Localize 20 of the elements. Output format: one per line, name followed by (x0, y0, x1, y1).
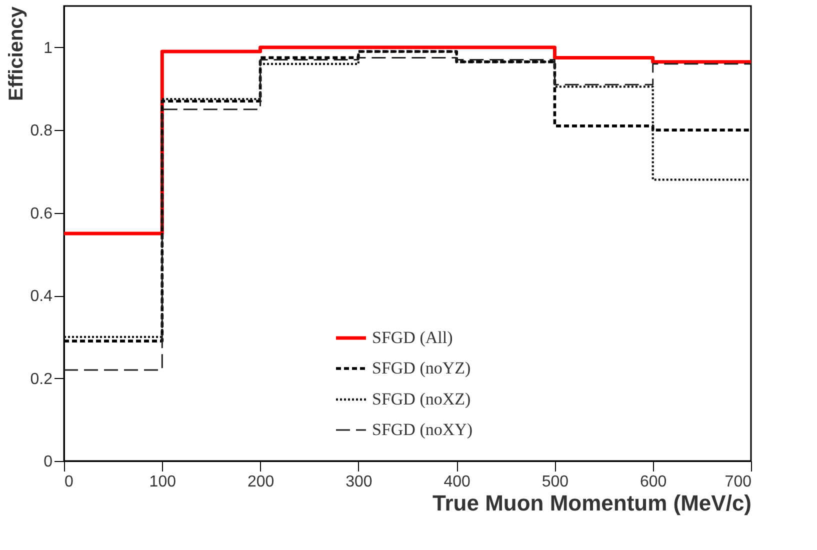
x-tick-label: 300 (346, 474, 372, 490)
y-tick-label: 0.6 (30, 205, 53, 222)
x-tick-label: 400 (444, 474, 471, 490)
legend-label: SFGD (All) (372, 328, 453, 347)
y-tick-label: 0 (44, 454, 53, 470)
legend-label: SFGD (noYZ) (372, 358, 471, 378)
x-tick-label: 500 (542, 474, 569, 490)
y-tick-label: 0.8 (30, 122, 53, 140)
x-tick-label: 600 (640, 474, 667, 490)
legend-label: SFGD (noXZ) (372, 390, 471, 408)
x-tick-label: 0 (64, 474, 74, 490)
x-axis-title: True Muon Momentum (MeV/c) (432, 490, 752, 516)
x-tick-label: 700 (724, 474, 752, 490)
y-tick-label: 1 (44, 40, 53, 57)
y-tick-label: 0.4 (30, 288, 53, 306)
x-tick-label: 200 (247, 474, 274, 490)
x-tick-label: 100 (149, 474, 176, 490)
y-tick-label: 0.2 (30, 370, 53, 388)
legend-label: SFGD (noXY) (372, 420, 473, 439)
y-axis-title: Efficiency (5, 6, 28, 101)
